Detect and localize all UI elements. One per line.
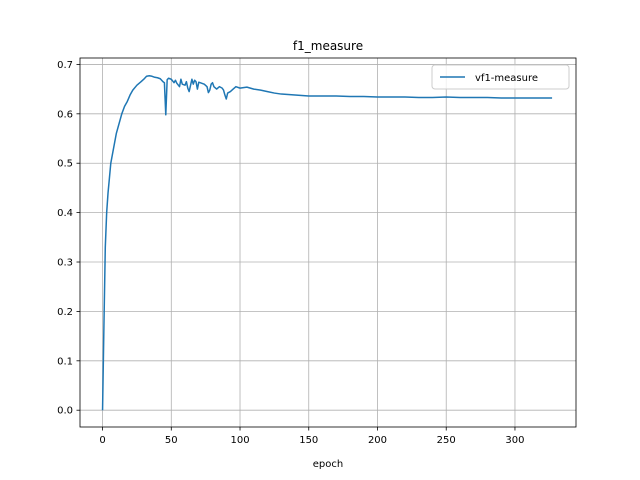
- legend-box: [431, 64, 570, 90]
- x-tick-label: 50: [165, 435, 178, 446]
- plot-frame: [79, 57, 577, 428]
- y-tick-label: 0.2: [57, 307, 73, 318]
- series-layer: [101, 75, 553, 411]
- chart-title: f1_measure: [293, 39, 363, 53]
- grid: [80, 58, 576, 427]
- y-tick-label: 0.7: [57, 60, 73, 71]
- x-tick-label: 250: [437, 435, 456, 446]
- x-tick-label: 100: [230, 435, 249, 446]
- y-tick-label: 0.3: [57, 258, 73, 269]
- legend-label: vf1-measure: [475, 73, 538, 84]
- y-tick-label: 0.6: [57, 109, 73, 120]
- y-tick-label: 0.5: [57, 159, 73, 170]
- series-line-vf1-measure: [101, 75, 553, 411]
- y-tick-label: 0.1: [57, 356, 73, 367]
- x-tick-label: 0: [99, 435, 105, 446]
- y-tick-label: 0.0: [57, 406, 73, 417]
- x-axis-label: epoch: [313, 459, 343, 470]
- legend: vf1-measure: [431, 64, 570, 90]
- axis-ticks: 0 50 100 150 200 250 300 0.0 0.1 0.2 0.3 0.4 0.5 0.6 0…: [57, 60, 524, 446]
- y-tick-label: 0.4: [57, 208, 73, 219]
- x-tick-label: 200: [368, 435, 387, 446]
- x-tick-label: 300: [505, 435, 524, 446]
- x-tick-label: 150: [299, 435, 318, 446]
